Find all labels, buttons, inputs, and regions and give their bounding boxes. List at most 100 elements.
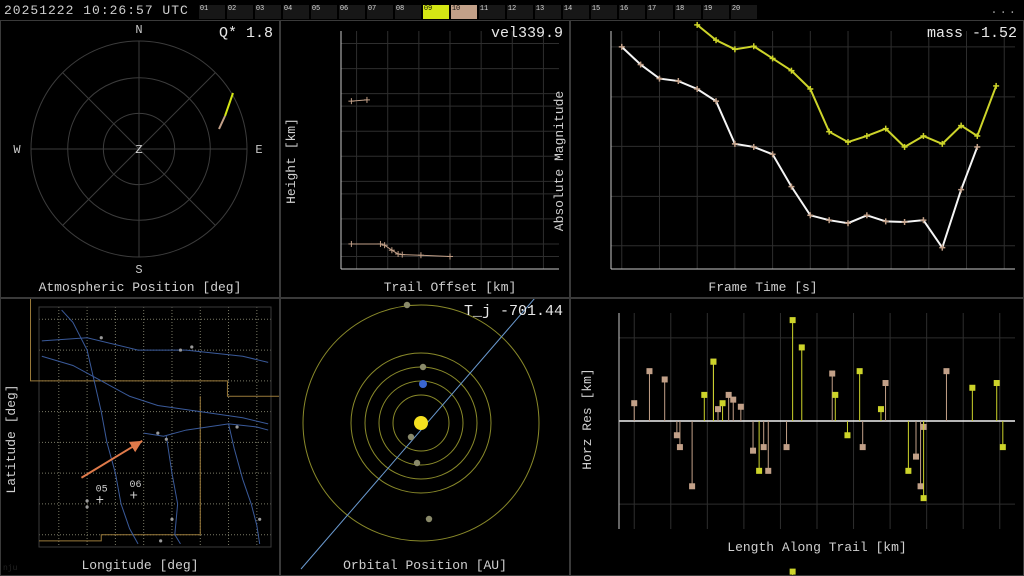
tab-button-11[interactable]: 11 xyxy=(479,5,505,19)
mass-label: mass -1.52 xyxy=(927,25,1017,42)
tab-button-08[interactable]: 08 xyxy=(395,5,421,19)
svg-text:160: 160 xyxy=(319,240,337,251)
tab-button-07[interactable]: 07 xyxy=(367,5,393,19)
svg-text:176: 176 xyxy=(319,40,337,51)
svg-text:37: 37 xyxy=(23,377,35,388)
tab-button-05[interactable]: 05 xyxy=(311,5,337,19)
atmospheric-position-title: Atmospheric Position [deg] xyxy=(1,280,279,295)
orbital-position-title: Orbital Position [AU] xyxy=(281,558,569,573)
svg-text:-6.92: -6.92 xyxy=(577,242,607,253)
svg-text:192: 192 xyxy=(918,536,936,547)
tab-button-15[interactable]: 15 xyxy=(591,5,617,19)
svg-text:0.7: 0.7 xyxy=(597,334,615,345)
tab-button-13[interactable]: 13 xyxy=(535,5,561,19)
svg-text:0.00: 0.00 xyxy=(610,276,634,287)
tab-strip: 01 02 03 04 05 06 07 08 09 10 11 12 13 14 15 16 17 18 19 20 xyxy=(199,1,759,19)
tab-button-label-03: 03 xyxy=(256,5,264,13)
height-trail-offset-panel: vel339.9 -9.0 -6.0 -3.0 0.0 3.0 6.0 9.0 159 160 1… xyxy=(280,20,570,298)
tab-button-label-16: 16 xyxy=(620,5,628,13)
tab-button-04[interactable]: 04 xyxy=(283,5,309,19)
svg-text:35: 35 xyxy=(23,438,35,449)
tab-button-20[interactable]: 20 xyxy=(731,5,757,19)
tab-button-label-18: 18 xyxy=(676,5,684,13)
tab-button-label-15: 15 xyxy=(592,5,600,13)
tab-button-12[interactable]: 12 xyxy=(507,5,533,19)
tab-button-02[interactable]: 02 xyxy=(227,5,253,19)
tab-button-label-12: 12 xyxy=(508,5,516,13)
svg-text:174: 174 xyxy=(319,65,337,76)
tab-button-label-14: 14 xyxy=(564,5,572,13)
tab-button-label-13: 13 xyxy=(536,5,544,13)
svg-text:N: N xyxy=(135,23,142,37)
svg-text:0.0: 0.0 xyxy=(597,417,615,428)
meteor-analysis-dashboard: { "header": { "timestamp": "20251222 10:… xyxy=(0,0,1024,576)
tab-button-label-09: 09 xyxy=(424,5,432,13)
svg-text:0.07: 0.07 xyxy=(647,276,671,287)
svg-text:Trail Offset [km]: Trail Offset [km] xyxy=(384,280,517,295)
svg-text:Z: Z xyxy=(135,143,142,157)
tab-button-10[interactable]: 10 xyxy=(451,5,477,19)
svg-text:33: 33 xyxy=(23,500,35,511)
svg-text:E: E xyxy=(255,143,262,157)
tab-button-label-20: 20 xyxy=(732,5,740,13)
tab-button-01[interactable]: 01 xyxy=(199,5,225,19)
tab-button-18[interactable]: 18 xyxy=(675,5,701,19)
tj-label: T_j -701.44 xyxy=(464,303,563,320)
vel-label: vel339.9 xyxy=(491,25,563,42)
tab-button-label-04: 04 xyxy=(284,5,292,13)
svg-text:Latitude [deg]: Latitude [deg] xyxy=(4,384,19,493)
tab-button-label-11: 11 xyxy=(480,5,488,13)
svg-text:S: S xyxy=(135,263,142,277)
svg-text:39: 39 xyxy=(23,315,35,326)
svg-text:32: 32 xyxy=(23,531,35,542)
lat-lon-map-chart[interactable]: -108 -107 -106 -105 -104 -103 -102 -101 32 33 34 35… xyxy=(1,299,280,576)
tab-button-19[interactable]: 19 xyxy=(703,5,729,19)
svg-text:24: 24 xyxy=(665,536,677,547)
more-options-button[interactable]: ... xyxy=(990,3,1018,17)
svg-text:0: 0 xyxy=(631,536,637,547)
tab-button-label-19: 19 xyxy=(704,5,712,13)
svg-text:0.50: 0.50 xyxy=(879,276,903,287)
tab-button-label-06: 06 xyxy=(340,5,348,13)
svg-text:Frame Time [s]: Frame Time [s] xyxy=(708,280,817,295)
svg-text:-4.48: -4.48 xyxy=(577,93,607,104)
absolute-magnitude-chart[interactable]: 0.00 0.07 0.14 0.21 0.28 0.35 0.42 0.50 0.57 0.64… xyxy=(571,21,1024,298)
tab-button-16[interactable]: 16 xyxy=(619,5,645,19)
tab-button-17[interactable]: 17 xyxy=(647,5,673,19)
svg-text:162: 162 xyxy=(319,215,337,226)
tab-button-label-02: 02 xyxy=(228,5,236,13)
svg-text:-5.29: -5.29 xyxy=(577,142,607,153)
tab-button-label-01: 01 xyxy=(200,5,208,13)
svg-text:38: 38 xyxy=(23,346,35,357)
svg-text:216: 216 xyxy=(954,536,972,547)
tab-button-label-07: 07 xyxy=(368,5,376,13)
tab-button-06[interactable]: 06 xyxy=(339,5,365,19)
tab-button-14[interactable]: 14 xyxy=(563,5,589,19)
svg-text:-3.66: -3.66 xyxy=(577,43,607,54)
svg-text:+: + xyxy=(96,493,104,509)
atmospheric-position-chart[interactable]: N S W E Z xyxy=(1,21,280,281)
top-toolbar: 20251222 10:26:57 UTC 01 02 03 04 05 06 07 08 09… xyxy=(0,0,1024,20)
orbital-position-chart[interactable] xyxy=(281,299,570,576)
svg-text:Absolute Magnitude: Absolute Magnitude xyxy=(552,91,567,231)
residuals-chart[interactable]: 0 24 48 72 96 120 144 168 192 216 240 -0.7 0.0 0.7 Hor… xyxy=(571,299,1024,576)
svg-text:Horz Res [km]: Horz Res [km] xyxy=(580,368,595,469)
svg-text:-0.7: -0.7 xyxy=(591,500,615,511)
svg-text:+: + xyxy=(130,488,138,504)
svg-text:-9.0: -9.0 xyxy=(345,276,369,287)
tab-button-03[interactable]: 03 xyxy=(255,5,281,19)
svg-text:0.42: 0.42 xyxy=(836,276,860,287)
absolute-magnitude-panel: mass -1.52 0.00 0.07 0.14 0.21 0.28 0.35 0.42 0… xyxy=(570,20,1024,298)
tab-button-label-08: 08 xyxy=(396,5,404,13)
tab-button-label-10: 10 xyxy=(452,5,460,13)
svg-text:172: 172 xyxy=(319,90,337,101)
svg-text:9.0: 9.0 xyxy=(534,276,552,287)
svg-text:171: 171 xyxy=(319,102,337,113)
lat-lon-map-panel: -108 -107 -106 -105 -104 -103 -102 -101 32 33 34 35… xyxy=(0,298,280,576)
svg-text:W: W xyxy=(13,143,21,157)
svg-text:48: 48 xyxy=(701,536,713,547)
tab-button-09[interactable]: 09 xyxy=(423,5,449,19)
svg-text:164: 164 xyxy=(319,190,337,201)
